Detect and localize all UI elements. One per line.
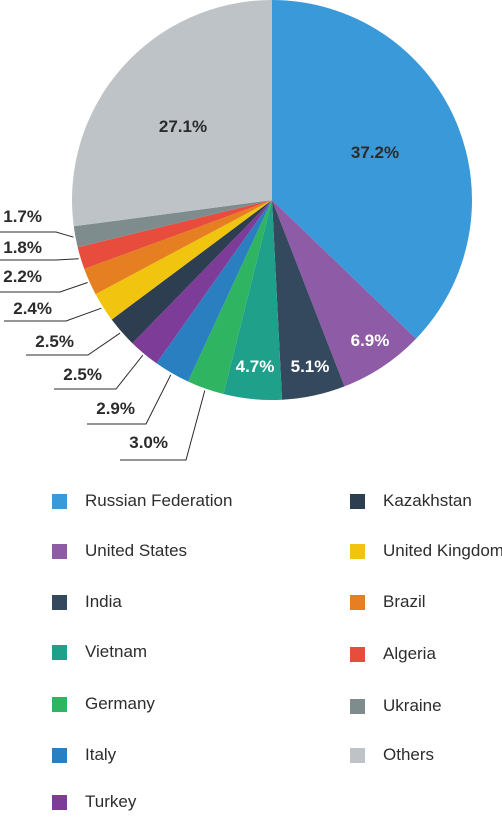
pie-slice-russian-federation [272,0,472,339]
pie-slice-united-kingdom [95,200,272,320]
pie-label-united-kingdom: 2.4% [13,299,52,318]
pie-label-others: 27.1% [159,117,207,136]
pie-chart: 37.2% 6.9% 5.1% 4.7% 3.0% 2.9% 2.5% 2.5% 2.4% 2.2… [0,0,472,461]
pie-slice-germany [187,200,272,395]
legend-item-russian-federation: Russian Federation [52,488,232,514]
legend-item-vietnam: Vietnam [52,639,147,665]
pie-label-russian-federation: 37.2% [351,143,399,162]
legend-item-ukraine: Ukraine [350,693,442,719]
legend-label: Brazil [383,592,426,611]
legend-label: United States [85,541,188,560]
legend-label: United Kingdom [383,541,502,560]
legend-label: Germany [85,694,155,713]
pie-slice-kazakhstan [111,200,272,344]
pie-slice-india [272,200,345,400]
legend-item-kazakhstan: Kazakhstan [350,488,472,514]
legend-item-algeria: Algeria [350,641,436,667]
pie-slice-algeria [77,200,272,269]
legend-item-brazil: Brazil [350,589,426,615]
leader-line-algeria [0,258,79,261]
legend-item-india: India [52,589,122,615]
legend-label: Kazakhstan [383,491,472,510]
legend-item-italy: Italy [52,742,116,768]
legend-swatch [350,646,365,662]
pie-label-kazakhstan: 2.5% [35,332,74,351]
legend-swatch [350,594,365,610]
legend-label: Vietnam [85,642,148,661]
legend-label: Italy [85,745,117,764]
leader-line-turkey [54,354,144,390]
pie-slice-united-states [272,200,417,387]
legend-label: Ukraine [383,696,442,715]
legend-item-united-states: United States [52,538,187,564]
legend-item-germany: Germany [52,691,155,717]
pie-slice-ukraine [73,200,273,248]
legend-item-others: Others [350,742,434,768]
pie-slice-others [72,0,272,227]
legend-swatch [52,747,67,763]
pie-slice-vietnam [223,200,283,401]
pie-label-germany: 3.0% [129,433,168,452]
pie-label-india: 5.1% [291,357,330,376]
legend-label: Russian Federation [85,491,233,510]
legend-swatch [52,794,67,810]
leader-line-kazakhstan [26,332,121,356]
legend-swatch [350,747,365,763]
pie-slices [72,0,472,401]
pie-label-brazil: 2.2% [3,267,42,286]
legend-swatch [52,493,67,509]
legend-swatch [52,644,67,660]
legend-swatch [350,698,365,714]
legend-label: Others [383,745,435,764]
pie-label-vietnam: 4.7% [236,357,275,376]
pie-label-united-states: 6.9% [351,331,390,350]
legend-swatch [52,696,67,712]
pie-label-ukraine: 1.7% [3,207,42,226]
legend-label: Algeria [383,644,436,663]
legend-item-united-kingdom: United Kingdom [350,538,502,564]
legend-swatch [52,594,67,610]
pie-label-algeria: 1.8% [3,238,42,257]
pie-label-italy: 2.9% [96,399,135,418]
pie-slice-italy [156,200,272,382]
leader-line-italy [87,374,172,425]
legend-label: Turkey [85,792,137,811]
legend-swatch [52,543,67,559]
leader-line-united-kingdom [4,307,102,322]
pie-slice-turkey [132,200,272,364]
pie-label-turkey: 2.5% [63,365,102,384]
leader-line-brazil [0,282,88,293]
legend: Russian Federation United States India V… [0,478,502,817]
legend-label: India [85,592,122,611]
pie-labels: 37.2% 6.9% 5.1% 4.7% 3.0% 2.9% 2.5% 2.5% 2.4% 2.2… [0,117,399,461]
legend-swatch [350,543,365,559]
leader-line-germany [120,390,206,461]
legend-item-turkey: Turkey [52,789,136,815]
leader-line-ukraine [0,231,74,238]
pie-slice-brazil [84,200,272,295]
legend-swatch [350,493,365,509]
